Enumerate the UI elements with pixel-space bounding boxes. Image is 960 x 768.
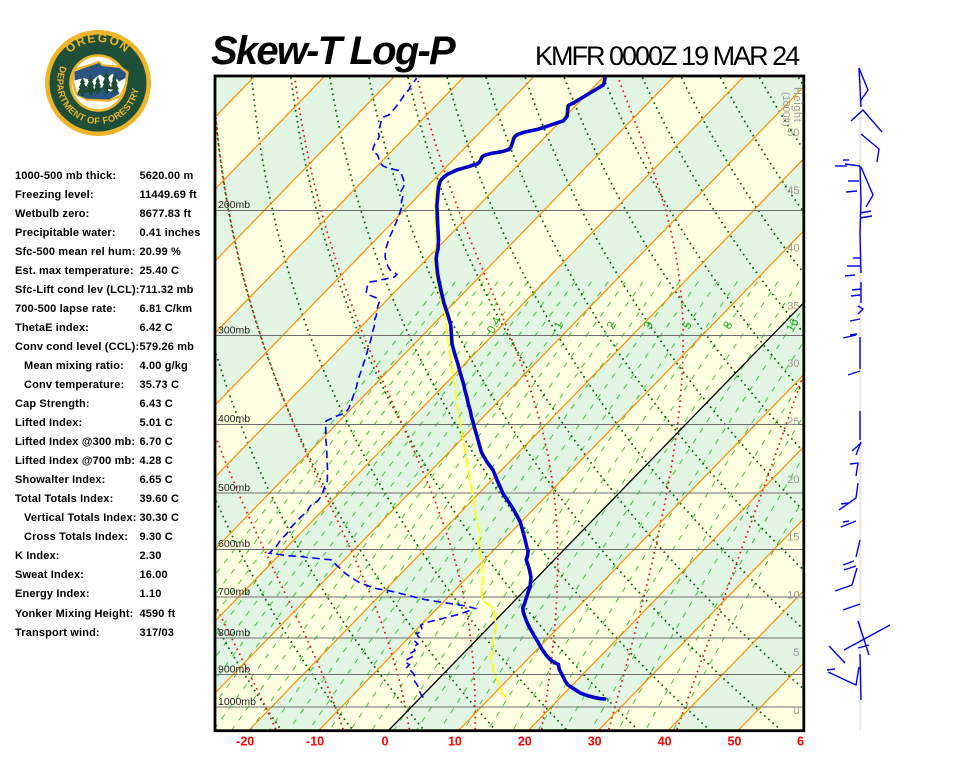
svg-text:800mb: 800mb — [218, 627, 250, 639]
svg-text:200mb: 200mb — [218, 199, 250, 211]
svg-text:45: 45 — [787, 185, 799, 197]
svg-text:300mb: 300mb — [218, 324, 250, 336]
svg-text:15: 15 — [787, 532, 799, 544]
svg-text:0: 0 — [382, 735, 389, 749]
svg-text:30: 30 — [588, 735, 602, 749]
svg-text:400mb: 400mb — [218, 413, 250, 425]
svg-text:25: 25 — [787, 416, 799, 428]
svg-text:10: 10 — [787, 589, 799, 601]
svg-text:500mb: 500mb — [218, 482, 250, 494]
svg-text:50: 50 — [728, 735, 742, 749]
svg-text:600mb: 600mb — [218, 538, 250, 550]
svg-text:6: 6 — [797, 735, 804, 749]
svg-text:40: 40 — [787, 243, 799, 255]
svg-text:50: 50 — [787, 127, 799, 139]
svg-text:35: 35 — [787, 300, 799, 312]
svg-text:10: 10 — [448, 735, 462, 749]
svg-text:20: 20 — [787, 474, 799, 486]
svg-text:30: 30 — [787, 358, 799, 370]
svg-text:16: 16 — [783, 316, 802, 335]
svg-text:(1000ft): (1000ft) — [780, 92, 791, 126]
svg-text:-20: -20 — [236, 735, 254, 749]
svg-text:900mb: 900mb — [218, 663, 250, 675]
svg-text:20: 20 — [518, 735, 532, 749]
svg-text:5: 5 — [793, 647, 799, 659]
svg-text:1000mb: 1000mb — [218, 696, 256, 708]
svg-text:40: 40 — [658, 735, 672, 749]
svg-text:0: 0 — [793, 705, 799, 717]
svg-text:-10: -10 — [306, 735, 324, 749]
svg-text:Height: Height — [791, 87, 803, 122]
svg-text:700mb: 700mb — [218, 586, 250, 598]
